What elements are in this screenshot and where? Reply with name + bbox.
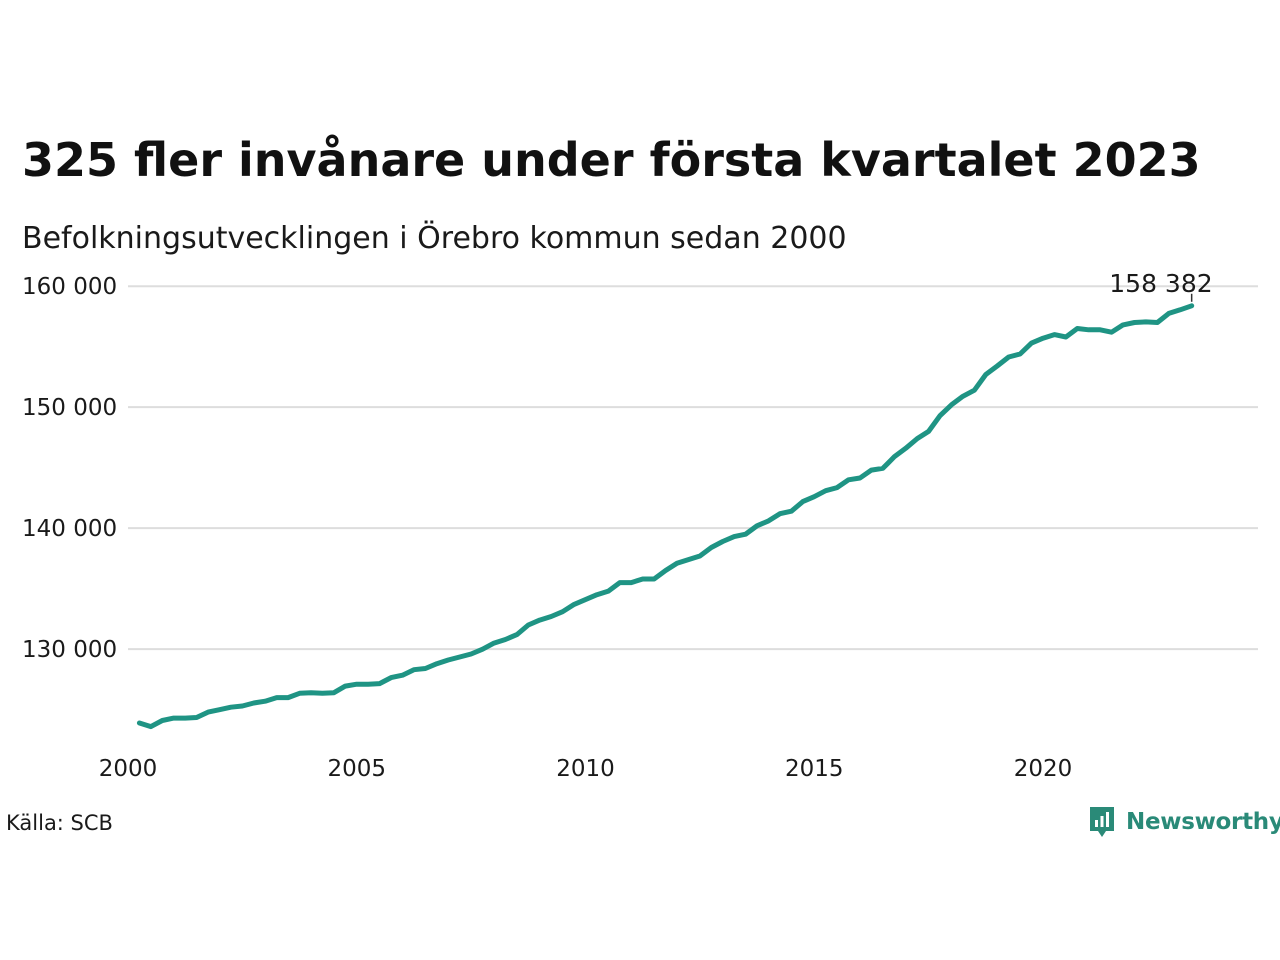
newsworthy-logo-icon [1090, 807, 1114, 837]
gridlines [128, 285, 1258, 651]
annotation-layer: 158 382 [1109, 269, 1213, 302]
x-tick-label: 2005 [327, 756, 386, 782]
chart-subtitle: Befolkningsutvecklingen i Örebro kommun … [22, 221, 847, 256]
x-tick-label: 2000 [99, 756, 158, 782]
line-chart: 130 000 140 000 150 000 160 000 2000 2005 201… [22, 269, 1258, 782]
y-tick-label: 130 000 [22, 637, 117, 663]
newsworthy-logo: Newsworthy [1088, 804, 1280, 840]
end-value-label: 158 382 [1109, 269, 1212, 298]
brand-name: Newsworthy [1126, 809, 1280, 835]
x-tick-label: 2015 [785, 756, 844, 782]
y-tick-label: 140 000 [22, 516, 117, 542]
source-note: Källa: SCB [6, 811, 113, 835]
series-line [136, 303, 1195, 730]
series-layer [136, 303, 1195, 730]
y-axis-ticks: 130 000 140 000 150 000 160 000 [22, 274, 117, 663]
y-tick-label: 150 000 [22, 395, 117, 421]
x-tick-label: 2010 [556, 756, 615, 782]
x-tick-label: 2020 [1014, 756, 1073, 782]
chart-title: 325 fler invånare under första kvartalet… [22, 133, 1201, 187]
y-tick-label: 160 000 [22, 274, 117, 300]
x-axis-ticks: 2000 2005 2010 2015 2020 [99, 756, 1073, 782]
